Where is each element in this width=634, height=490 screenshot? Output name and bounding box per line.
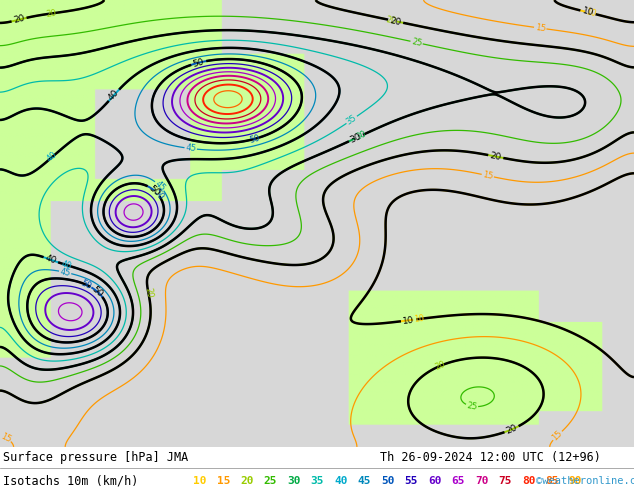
- Text: 90: 90: [569, 475, 582, 486]
- Text: 45: 45: [59, 267, 71, 278]
- Text: 15: 15: [482, 170, 494, 181]
- Text: 30: 30: [349, 132, 363, 145]
- Text: 15: 15: [217, 475, 230, 486]
- Text: 40: 40: [107, 88, 121, 102]
- Text: 30: 30: [287, 475, 301, 486]
- Text: 50: 50: [381, 475, 394, 486]
- Text: 20: 20: [489, 151, 502, 162]
- Text: Surface pressure [hPa] JMA: Surface pressure [hPa] JMA: [3, 451, 188, 464]
- Text: 85: 85: [545, 475, 559, 486]
- Text: 15: 15: [550, 429, 564, 442]
- Text: 20: 20: [434, 360, 447, 372]
- Text: 40: 40: [46, 150, 60, 164]
- Text: 25: 25: [264, 475, 277, 486]
- Text: 20: 20: [385, 15, 397, 25]
- Text: 55: 55: [404, 475, 418, 486]
- Text: 15: 15: [0, 432, 13, 444]
- Text: 25: 25: [466, 401, 478, 412]
- Text: 45: 45: [153, 179, 167, 193]
- Text: 10: 10: [414, 314, 425, 324]
- Text: Th 26-09-2024 12:00 UTC (12+96): Th 26-09-2024 12:00 UTC (12+96): [380, 451, 601, 464]
- Text: 45: 45: [185, 144, 197, 153]
- Text: 10: 10: [581, 6, 595, 18]
- Text: 50: 50: [152, 188, 165, 202]
- Text: 65: 65: [451, 475, 465, 486]
- Text: 20: 20: [143, 286, 153, 298]
- Text: 40: 40: [60, 259, 73, 271]
- Text: 45: 45: [358, 475, 371, 486]
- Text: 80: 80: [522, 475, 535, 486]
- Text: 10: 10: [585, 7, 597, 19]
- Text: 40: 40: [44, 254, 58, 266]
- Text: 35: 35: [345, 113, 359, 126]
- Text: 50: 50: [89, 284, 104, 298]
- Text: 50: 50: [79, 278, 93, 291]
- Text: 40: 40: [334, 475, 347, 486]
- Text: 10: 10: [193, 475, 207, 486]
- Text: 20: 20: [389, 16, 402, 27]
- Text: 60: 60: [428, 475, 441, 486]
- Text: 50: 50: [192, 57, 205, 69]
- Text: 30: 30: [354, 129, 368, 142]
- Text: 20: 20: [505, 423, 519, 436]
- Text: Isotachs 10m (km/h): Isotachs 10m (km/h): [3, 474, 139, 487]
- Text: 70: 70: [475, 475, 488, 486]
- Text: 35: 35: [311, 475, 324, 486]
- Text: 15: 15: [534, 23, 546, 33]
- Text: 75: 75: [498, 475, 512, 486]
- Text: 50: 50: [249, 133, 261, 145]
- Text: 10: 10: [403, 315, 415, 325]
- Text: 20: 20: [46, 8, 58, 19]
- Text: 25: 25: [410, 37, 423, 48]
- Text: 20: 20: [240, 475, 254, 486]
- Text: ©weatheronline.co.uk: ©weatheronline.co.uk: [536, 475, 634, 486]
- Text: 50: 50: [147, 183, 162, 197]
- Text: 20: 20: [13, 14, 25, 25]
